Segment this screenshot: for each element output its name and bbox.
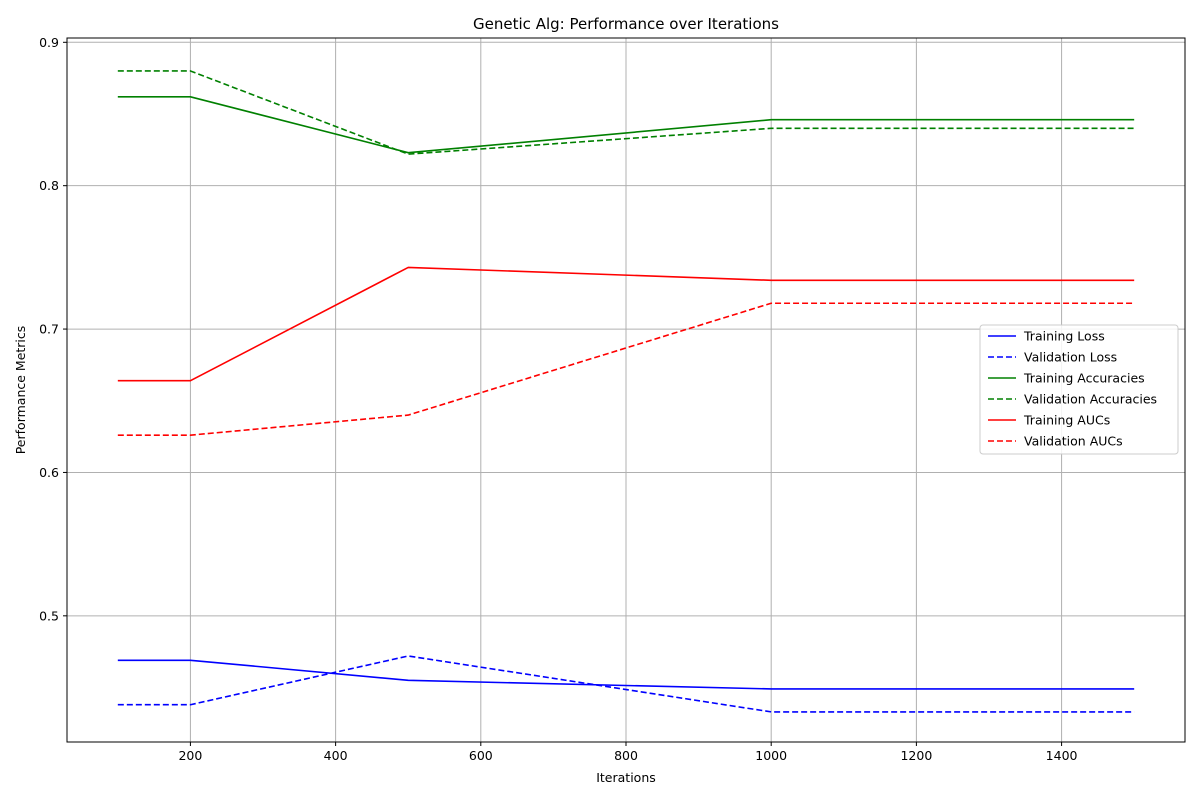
series-line-training-aucs [117, 266, 1135, 382]
y-tick-label: 0.7 [39, 322, 59, 337]
x-tick-label: 200 [178, 748, 202, 763]
series-lines [117, 70, 1135, 713]
y-axis-label: Performance Metrics [13, 326, 28, 455]
y-tick-label: 0.9 [39, 35, 59, 50]
legend-item: Validation AUCs [988, 434, 1123, 449]
y-tick-label: 0.6 [39, 465, 59, 480]
legend-label: Validation Accuracies [1024, 392, 1157, 407]
legend: Training Loss Validation Loss Training Acc… [979, 324, 1179, 455]
y-tick-label: 0.8 [39, 178, 59, 193]
legend-label: Training AUCs [1023, 413, 1110, 428]
legend-item: Training Loss [988, 329, 1105, 344]
legend-item: Validation Accuracies [988, 392, 1157, 407]
x-tick-label: 1200 [900, 748, 932, 763]
series-line-validation-accuracies [117, 70, 1135, 155]
legend-box [979, 324, 1179, 455]
y-tick-label: 0.5 [39, 608, 59, 623]
x-axis-label: Iterations [596, 770, 656, 785]
x-axis: 200 400 600 800 1000 1200 1400 [178, 742, 1078, 763]
series-line-validation-aucs [117, 302, 1135, 436]
x-tick-label: 600 [469, 748, 493, 763]
series-line-training-accuracies [117, 95, 1135, 154]
x-tick-label: 400 [324, 748, 348, 763]
legend-item: Training Accuracies [988, 371, 1145, 386]
x-tick-label: 1000 [755, 748, 787, 763]
legend-label: Validation Loss [1024, 350, 1117, 365]
legend-label: Training Accuracies [1023, 371, 1145, 386]
legend-label: Validation AUCs [1024, 434, 1123, 449]
x-tick-label: 800 [614, 748, 638, 763]
legend-item: Training AUCs [988, 413, 1110, 428]
legend-item: Validation Loss [988, 350, 1117, 365]
chart-title: Genetic Alg: Performance over Iterations [473, 15, 779, 33]
y-axis: 0.5 0.6 0.7 0.8 0.9 [39, 35, 67, 623]
x-tick-label: 1400 [1046, 748, 1078, 763]
series-line-validation-loss [117, 655, 1135, 713]
series-line-training-loss [117, 659, 1135, 690]
legend-label: Training Loss [1023, 329, 1105, 344]
